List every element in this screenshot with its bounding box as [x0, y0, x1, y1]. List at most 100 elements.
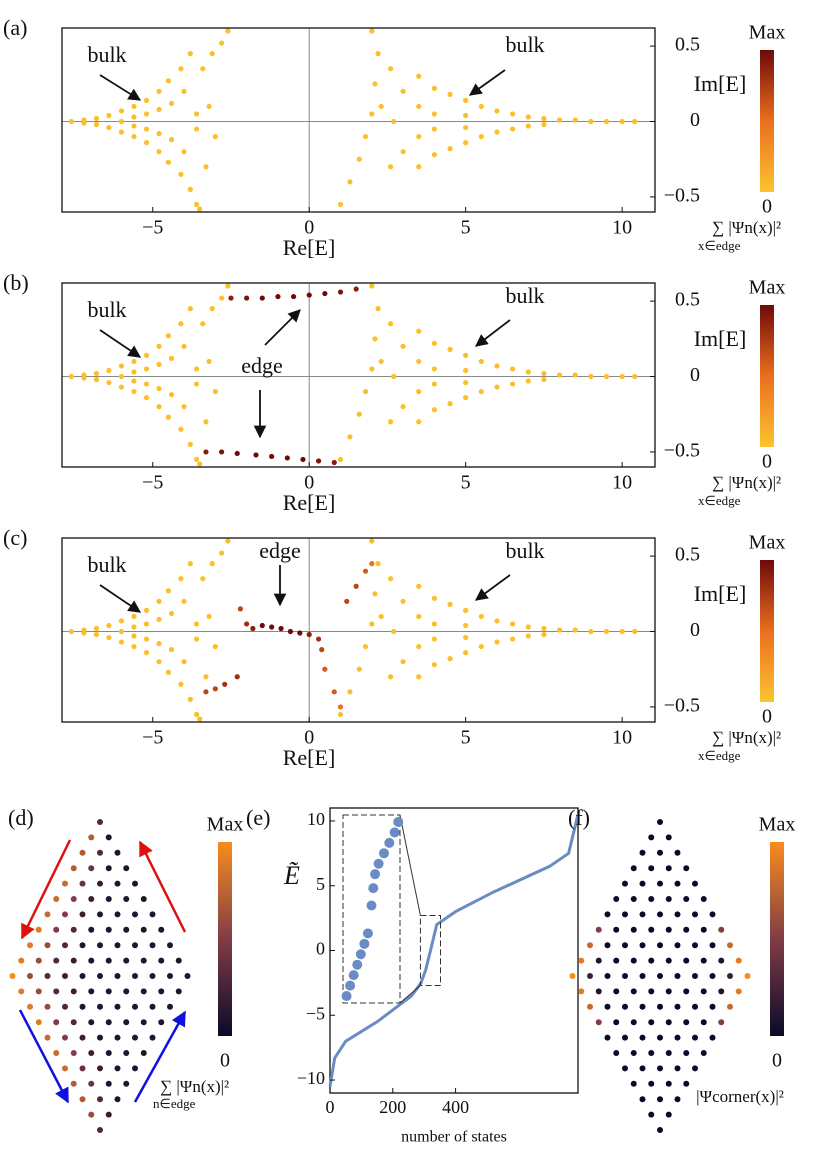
colorbar-min: 0	[762, 196, 772, 218]
lattice-site	[648, 1050, 655, 1056]
lattice-site	[648, 1019, 655, 1026]
bulk-point	[431, 381, 437, 387]
bulk-point	[463, 622, 469, 629]
lattice-site	[97, 973, 103, 979]
lattice-site	[622, 911, 628, 918]
lattice-site	[53, 896, 60, 902]
bulk-point	[197, 716, 203, 722]
bulk-point	[463, 650, 469, 656]
lattice-site	[44, 942, 51, 949]
bulk-point	[494, 618, 500, 624]
lattice-site	[97, 942, 103, 949]
y-tick-label: 0.5	[675, 544, 700, 566]
lattice-site	[123, 865, 130, 872]
bulk-point	[510, 366, 516, 372]
y-tick-label: 10	[307, 809, 325, 829]
bulk-point	[131, 613, 137, 620]
bulk-point	[387, 576, 394, 582]
bulk-point	[463, 112, 469, 119]
bulk-point	[494, 129, 500, 135]
lattice-site	[665, 1050, 672, 1056]
lattice-site	[97, 849, 103, 856]
bulk-point	[143, 126, 150, 132]
lattice-site	[718, 988, 725, 995]
bulk-point	[356, 411, 362, 417]
lattice-site	[665, 957, 672, 964]
lattice-site	[88, 1080, 95, 1087]
bulk-point	[369, 283, 375, 289]
arrow	[20, 839, 72, 940]
edge-point	[316, 458, 322, 464]
lattice-site	[639, 973, 646, 979]
bulk-point	[225, 283, 231, 289]
bulk-point	[193, 126, 200, 132]
y-tick-label: −0.5	[664, 695, 700, 717]
bulk-point	[400, 343, 406, 349]
bulk-point	[178, 681, 184, 687]
edge-point	[212, 686, 218, 692]
lattice-site	[683, 926, 690, 933]
colorbar-min: 0	[762, 451, 772, 473]
bulk-point	[81, 630, 87, 636]
inset-point	[348, 970, 359, 981]
lattice-site	[630, 957, 637, 964]
bulk-point	[178, 426, 184, 432]
lattice-site	[79, 849, 86, 856]
annotation-arrow	[99, 329, 142, 358]
lattice-site	[630, 988, 637, 995]
lattice-site	[648, 988, 655, 995]
bulk-point	[369, 366, 375, 372]
lattice-site	[35, 1019, 42, 1026]
lattice-site	[123, 988, 130, 995]
lattice-site	[709, 973, 716, 979]
lattice-site	[648, 1080, 655, 1087]
lattice-site	[70, 957, 77, 964]
lattice-site	[639, 911, 646, 918]
arrow	[133, 1010, 187, 1103]
lattice-site	[587, 973, 593, 979]
edge-point	[300, 456, 306, 463]
bulk-point	[387, 321, 394, 327]
bulk-point	[178, 171, 184, 177]
bulk-point	[431, 126, 437, 132]
inset-point	[352, 959, 363, 970]
lattice-site	[604, 942, 611, 949]
bulk-point	[525, 123, 531, 129]
bulk-point	[431, 662, 437, 668]
bulk-point	[118, 618, 125, 624]
d-arrows	[18, 839, 187, 1104]
bulk-point	[143, 366, 150, 372]
x-tick-label: 0	[304, 217, 314, 239]
bulk-point	[106, 124, 112, 131]
lattice-site	[79, 973, 86, 979]
annotation-arrow	[264, 309, 301, 346]
bulk-point	[156, 88, 162, 94]
bulk-point	[168, 647, 175, 653]
edge-point	[306, 631, 312, 638]
bulk-point	[525, 369, 531, 375]
bulk-point	[541, 121, 547, 128]
annotation: bulk	[505, 538, 544, 563]
bulk-point	[588, 373, 594, 380]
lattice-site	[70, 865, 77, 872]
lattice-site	[53, 957, 60, 964]
edge-point	[322, 290, 328, 297]
lattice-site	[630, 1019, 637, 1026]
lattice-site	[35, 988, 42, 995]
lattice-site	[105, 988, 112, 995]
lattice-site	[569, 973, 576, 979]
bulk-point	[356, 666, 362, 672]
lattice-site	[88, 1111, 95, 1118]
lattice-site	[175, 957, 182, 964]
lattice-site	[167, 942, 173, 949]
bulk-point	[203, 674, 209, 680]
lattice-site	[587, 942, 593, 949]
lattice-site	[665, 1019, 672, 1026]
inset-frame	[342, 814, 401, 1004]
bulk-point	[416, 643, 422, 650]
lattice-site	[709, 1003, 716, 1010]
bulk-point	[463, 367, 469, 374]
bulk-point	[447, 91, 453, 97]
edge-point	[362, 568, 369, 574]
